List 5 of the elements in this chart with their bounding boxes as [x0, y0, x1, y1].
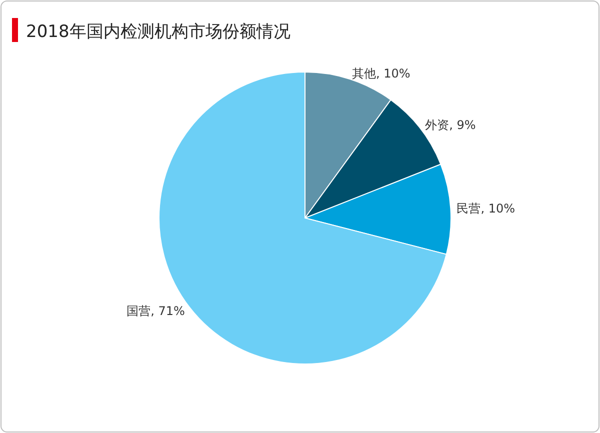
slice-label: 国营, 71%	[126, 304, 185, 318]
slice-label: 其他, 10%	[352, 66, 410, 80]
slice-label: 外资, 9%	[425, 118, 476, 132]
slice-label: 民营, 10%	[456, 201, 516, 216]
chart-title: 2018年国内检测机构市场份额情况	[26, 22, 290, 42]
